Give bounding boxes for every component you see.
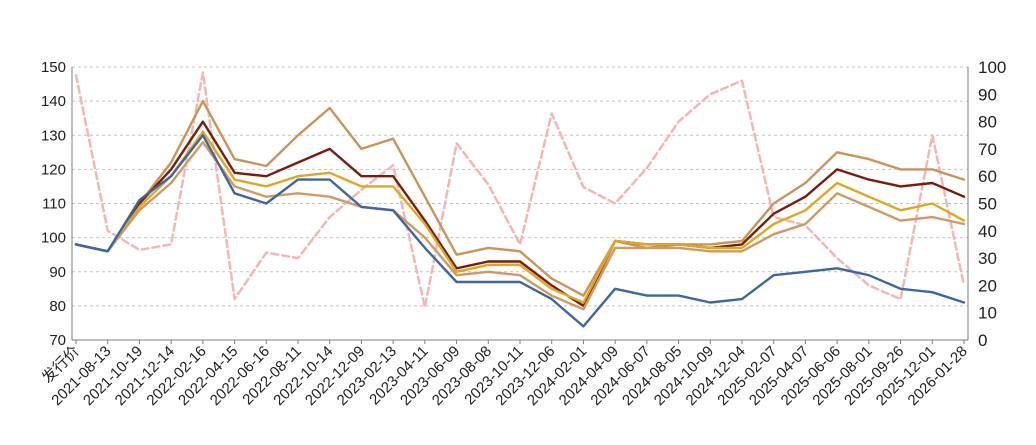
- y-left-tick-label: 120: [41, 161, 66, 178]
- y-left-tick-label: 130: [41, 127, 66, 144]
- series-line-3: [74, 120, 966, 308]
- axes: 70 80 90 100 110 120 130 140 150 0 10 20 30 40 50 60 70 8…: [39, 58, 1006, 409]
- y-left-tick-label: 70: [49, 332, 66, 349]
- y-left-tick-label: 100: [41, 230, 66, 247]
- series-line-2: [74, 99, 966, 297]
- y-right-tick-label: 90: [978, 85, 997, 104]
- series-line-1: [74, 71, 966, 309]
- y-right-tick-label: 80: [978, 113, 997, 132]
- y-right-tick-label: 100: [978, 58, 1006, 77]
- y-right-tick-label: 20: [978, 276, 997, 295]
- series-group: [74, 71, 966, 328]
- y-left-tick-label: 140: [41, 93, 66, 110]
- y-left-tick-label: 80: [49, 298, 66, 315]
- y-right-tick-label: 60: [978, 167, 997, 186]
- y-right-tick-label: 40: [978, 222, 997, 241]
- series-line-6: [74, 134, 966, 328]
- y-right-tick-label: 70: [978, 140, 997, 159]
- y-right-tick-label: 30: [978, 249, 997, 268]
- y-left-tick-label: 150: [41, 59, 66, 76]
- y-left-tick-label: 90: [49, 264, 66, 281]
- y-right-tick-label: 0: [978, 331, 987, 350]
- series-line-4: [74, 130, 966, 304]
- y-right-tick-label: 10: [978, 304, 997, 323]
- y-left-tick-label: 110: [42, 196, 66, 213]
- series-line-5: [74, 140, 966, 311]
- y-right-tick-label: 50: [978, 195, 997, 214]
